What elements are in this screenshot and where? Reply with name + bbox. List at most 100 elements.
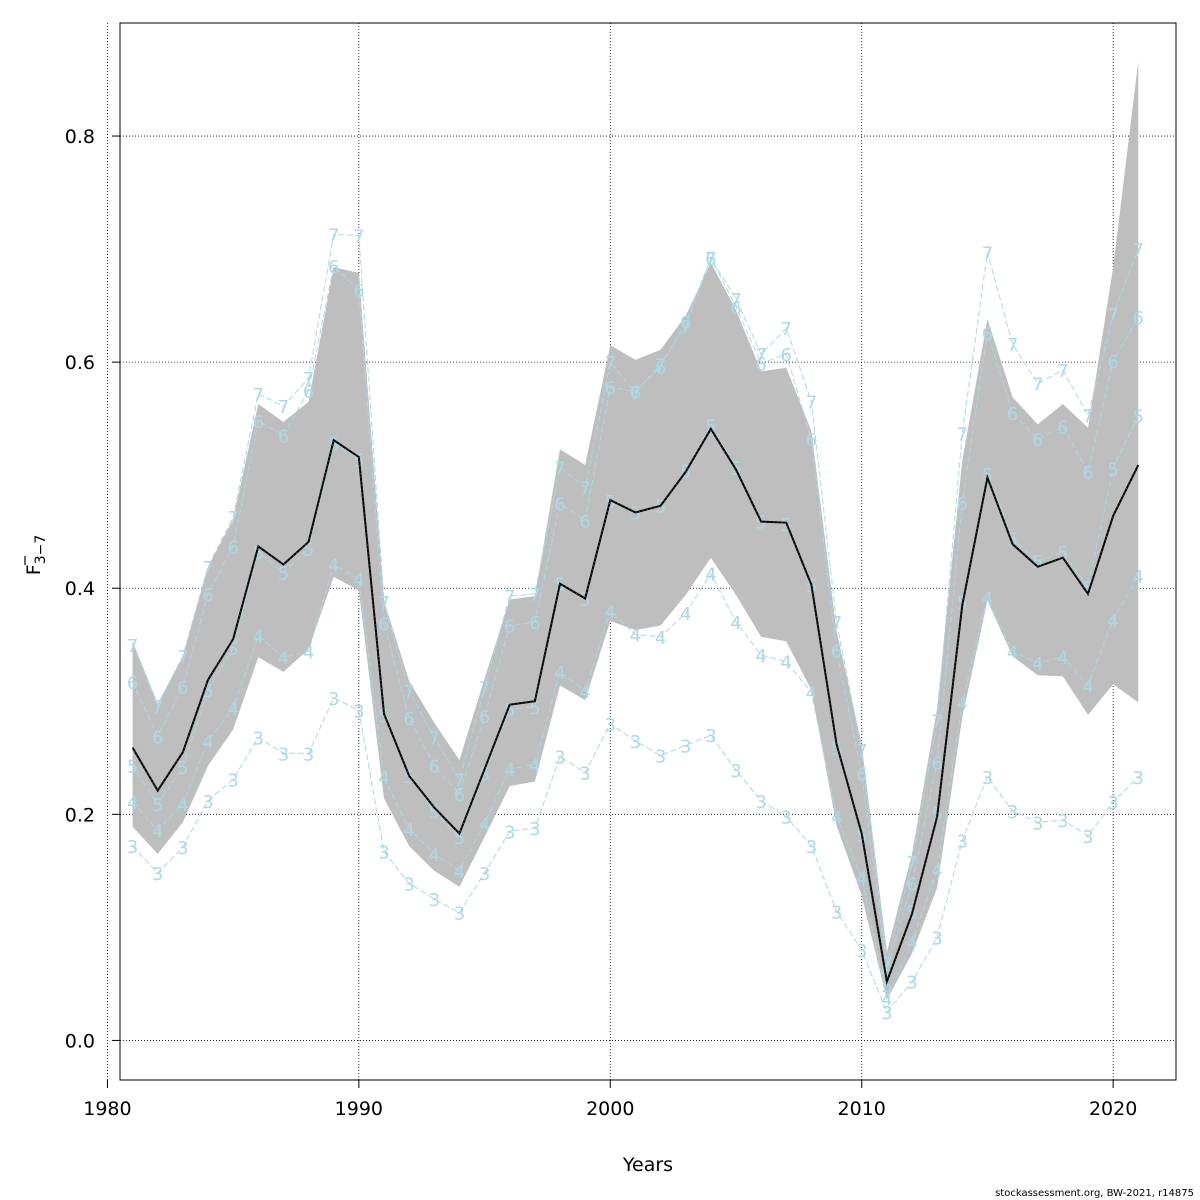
age-point-5: 5 bbox=[655, 497, 666, 518]
age-point-6: 6 bbox=[253, 412, 264, 433]
age-point-3: 3 bbox=[378, 843, 389, 864]
y-axis: 0.0 0.2 0.4 0.6 0.8 bbox=[65, 126, 120, 1052]
age-point-7: 7 bbox=[856, 741, 867, 762]
age-point-4: 4 bbox=[127, 793, 138, 814]
age-point-3: 3 bbox=[755, 792, 766, 813]
age-point-4: 4 bbox=[554, 663, 565, 684]
x-tick-label: 2010 bbox=[838, 1098, 886, 1120]
age-point-6: 6 bbox=[303, 381, 314, 402]
age-point-7: 7 bbox=[554, 458, 565, 479]
age-point-4: 4 bbox=[856, 869, 867, 890]
age-point-7: 7 bbox=[1057, 361, 1068, 382]
age-point-4: 4 bbox=[579, 682, 590, 703]
age-point-7: 7 bbox=[831, 613, 842, 634]
age-point-5: 5 bbox=[479, 765, 490, 786]
age-point-6: 6 bbox=[982, 324, 993, 345]
age-line-4 bbox=[132, 563, 1139, 1001]
age-point-4: 4 bbox=[1082, 676, 1093, 697]
age-point-3: 3 bbox=[1032, 813, 1043, 834]
age-point-7: 7 bbox=[403, 682, 414, 703]
age-point-6: 6 bbox=[1057, 418, 1068, 439]
age-point-4: 4 bbox=[253, 627, 264, 648]
age-point-4: 4 bbox=[605, 602, 616, 623]
age-point-3: 3 bbox=[630, 732, 641, 753]
age-point-7: 7 bbox=[454, 770, 465, 791]
age-point-4: 4 bbox=[403, 820, 414, 841]
age-point-3: 3 bbox=[177, 838, 188, 859]
age-point-5: 5 bbox=[1107, 459, 1118, 480]
age-point-6: 6 bbox=[403, 709, 414, 730]
age-point-3: 3 bbox=[605, 715, 616, 736]
age-point-5: 5 bbox=[1133, 406, 1144, 427]
age-point-3: 3 bbox=[906, 973, 917, 994]
age-point-6: 6 bbox=[856, 765, 867, 786]
age-point-3: 3 bbox=[227, 770, 238, 791]
age-point-4: 4 bbox=[1057, 648, 1068, 669]
age-point-5: 5 bbox=[152, 795, 163, 816]
age-point-4: 4 bbox=[378, 768, 389, 789]
age-point-6: 6 bbox=[1007, 404, 1018, 425]
age-point-7: 7 bbox=[278, 397, 289, 418]
age-point-7: 7 bbox=[1082, 406, 1093, 427]
age-point-5: 5 bbox=[579, 589, 590, 610]
age-point-7: 7 bbox=[605, 353, 616, 374]
age-point-6: 6 bbox=[529, 613, 540, 634]
age-point-6: 6 bbox=[806, 430, 817, 451]
x-tick-label: 1990 bbox=[335, 1098, 383, 1120]
age-point-3: 3 bbox=[202, 792, 213, 813]
age-point-4: 4 bbox=[479, 814, 490, 835]
age-point-4: 4 bbox=[328, 556, 339, 577]
age-point-4: 4 bbox=[806, 683, 817, 704]
age-line-3 bbox=[132, 697, 1139, 1014]
age-point-7: 7 bbox=[429, 728, 440, 749]
age-point-4: 4 bbox=[177, 795, 188, 816]
age-point-7: 7 bbox=[931, 712, 942, 733]
age-point-4: 4 bbox=[454, 862, 465, 883]
age-point-5: 5 bbox=[429, 802, 440, 823]
age-point-7: 7 bbox=[1007, 335, 1018, 356]
age-point-5: 5 bbox=[1082, 578, 1093, 599]
age-point-7: 7 bbox=[680, 317, 691, 338]
age-point-6: 6 bbox=[127, 673, 138, 694]
age-point-6: 6 bbox=[881, 961, 892, 982]
age-point-6: 6 bbox=[931, 753, 942, 774]
age-point-5: 5 bbox=[1032, 552, 1043, 573]
age-point-5: 5 bbox=[177, 758, 188, 779]
age-point-5: 5 bbox=[454, 828, 465, 849]
age-point-3: 3 bbox=[303, 744, 314, 765]
age-point-5: 5 bbox=[1007, 529, 1018, 550]
age-point-7: 7 bbox=[781, 319, 792, 340]
age-point-4: 4 bbox=[781, 653, 792, 674]
age-point-4: 4 bbox=[1032, 654, 1043, 675]
age-point-3: 3 bbox=[831, 903, 842, 924]
age-point-7: 7 bbox=[202, 558, 213, 579]
age-point-4: 4 bbox=[1007, 643, 1018, 664]
age-point-5: 5 bbox=[202, 681, 213, 702]
age-point-7: 7 bbox=[906, 853, 917, 874]
age-point-6: 6 bbox=[630, 383, 641, 404]
age-line-7 bbox=[132, 233, 1139, 964]
age-point-7: 7 bbox=[253, 385, 264, 406]
age-point-4: 4 bbox=[931, 861, 942, 882]
age-point-3: 3 bbox=[504, 822, 515, 843]
age-point-4: 4 bbox=[152, 821, 163, 842]
age-point-4: 4 bbox=[504, 760, 515, 781]
estimate-line-overlay bbox=[132, 427, 1139, 984]
y-tick-label: 0.2 bbox=[65, 804, 95, 826]
age-point-3: 3 bbox=[806, 837, 817, 858]
age-point-3: 3 bbox=[1133, 768, 1144, 789]
age-point-6: 6 bbox=[705, 249, 716, 270]
age-point-4: 4 bbox=[202, 732, 213, 753]
age-point-3: 3 bbox=[529, 819, 540, 840]
age-point-3: 3 bbox=[781, 808, 792, 829]
age-point-6: 6 bbox=[1032, 430, 1043, 451]
age-point-5: 5 bbox=[881, 976, 892, 997]
age-point-6: 6 bbox=[479, 707, 490, 728]
age-point-6: 6 bbox=[152, 727, 163, 748]
age-point-7: 7 bbox=[504, 587, 515, 608]
age-point-6: 6 bbox=[278, 427, 289, 448]
age-point-7: 7 bbox=[303, 369, 314, 390]
x-axis: 1980 1990 2000 2010 2020 bbox=[83, 1080, 1137, 1120]
age-point-3: 3 bbox=[705, 726, 716, 747]
x-tick-label: 1980 bbox=[83, 1098, 131, 1120]
